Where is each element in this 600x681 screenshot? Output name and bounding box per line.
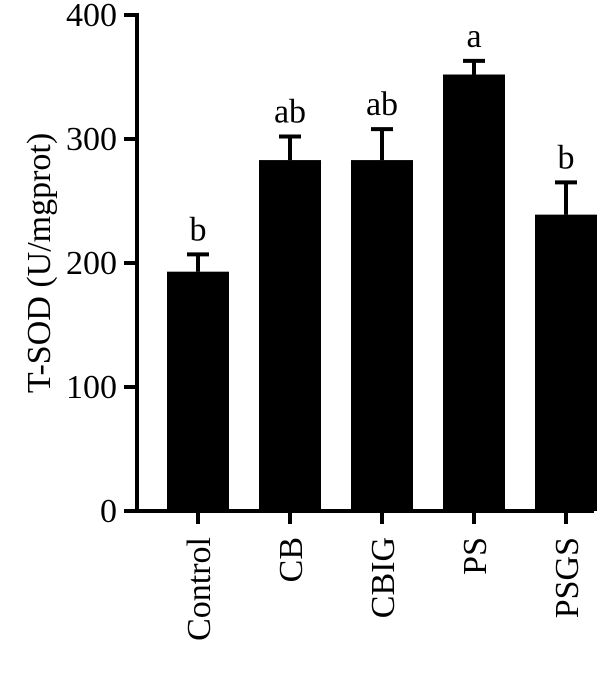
category-label: CB — [273, 537, 310, 582]
y-axis: 0 100 200 300 400 — [66, 0, 139, 530]
bar-control — [167, 271, 229, 511]
y-tick-label: 400 — [66, 0, 117, 34]
y-axis-title: T-SOD (U/mgprot) — [21, 133, 58, 393]
category-label: PSGS — [549, 537, 586, 618]
category-label: CBIG — [365, 537, 402, 618]
category-label: PS — [457, 537, 494, 575]
bar-psgs — [535, 214, 597, 511]
bar-ps — [443, 74, 505, 512]
significance-label: ab — [274, 94, 306, 131]
bar-cb — [259, 160, 321, 511]
category-label: Control — [181, 537, 218, 641]
y-tick-label: 300 — [66, 121, 117, 158]
y-tick-label: 200 — [66, 245, 117, 282]
significance-label: ab — [366, 86, 398, 123]
y-tick-label: 0 — [100, 493, 117, 530]
bar-cbig — [351, 160, 413, 511]
significance-label: a — [466, 18, 481, 55]
significance-label: b — [190, 211, 207, 248]
y-tick-label: 100 — [66, 369, 117, 406]
significance-label: b — [558, 139, 575, 176]
x-axis: Control CB CBIG PS PSGS — [135, 509, 594, 641]
